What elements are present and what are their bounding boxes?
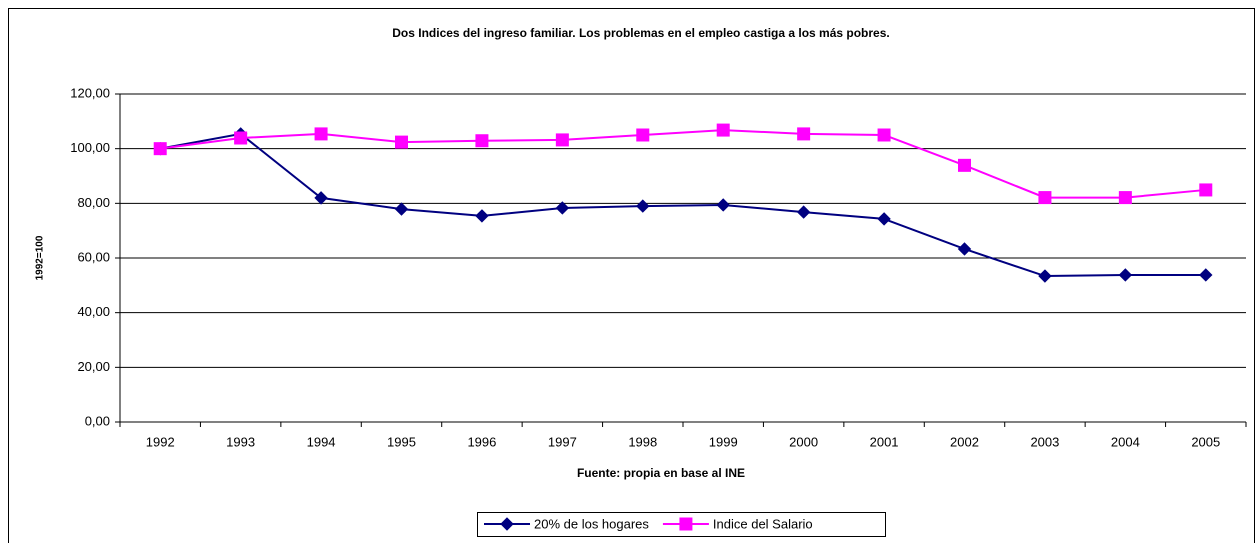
data-point	[1118, 191, 1132, 205]
x-tick-label: 1994	[307, 434, 336, 449]
data-point	[314, 127, 328, 141]
data-point	[1118, 268, 1133, 282]
x-tick-label: 1996	[467, 434, 496, 449]
x-tick-label: 1998	[628, 434, 657, 449]
x-tick-label: 1993	[226, 434, 255, 449]
data-point	[475, 134, 489, 148]
data-point	[877, 212, 891, 226]
data-point	[1038, 269, 1052, 283]
x-tick-label: 2000	[789, 434, 818, 449]
x-tick-label: 2003	[1030, 434, 1059, 449]
data-point	[394, 202, 409, 216]
x-tick-label: 2005	[1191, 434, 1220, 449]
data-point	[716, 198, 730, 212]
data-point	[314, 191, 328, 205]
y-tick-label: 120,00	[70, 85, 110, 100]
data-point	[234, 131, 248, 145]
data-point	[1038, 191, 1052, 205]
legend-label: Indice del Salario	[713, 516, 813, 531]
y-tick-label: 20,00	[77, 359, 110, 374]
series-line	[160, 129, 1206, 199]
y-axis-title: 1992=100	[35, 235, 46, 280]
x-axis-title: Fuente: propia en base al INE	[577, 466, 745, 480]
data-point	[958, 158, 971, 172]
y-tick-label: 0,00	[85, 413, 110, 428]
data-point	[475, 209, 489, 223]
data-point	[797, 127, 811, 141]
data-point	[877, 128, 891, 142]
x-tick-label: 1995	[387, 434, 416, 449]
data-point	[555, 201, 570, 215]
data-point	[716, 123, 730, 137]
x-tick-label: 1997	[548, 434, 577, 449]
data-point	[153, 142, 167, 156]
data-point	[957, 242, 972, 256]
data-point	[636, 199, 650, 213]
y-tick-label: 80,00	[77, 195, 110, 210]
y-tick-label: 40,00	[77, 304, 110, 319]
x-tick-label: 1992	[146, 434, 175, 449]
x-tick-label: 2004	[1111, 434, 1140, 449]
x-tick-label: 2002	[950, 434, 979, 449]
y-tick-label: 60,00	[77, 249, 110, 264]
series-line	[160, 132, 1206, 278]
data-point	[555, 133, 569, 147]
data-point	[1199, 183, 1213, 197]
x-tick-label: 2001	[870, 434, 899, 449]
chart-title: Dos Indices del ingreso familiar. Los pr…	[392, 26, 890, 40]
data-point	[395, 135, 408, 149]
data-point	[636, 128, 650, 142]
x-tick-label: 1999	[709, 434, 738, 449]
y-tick-label: 100,00	[70, 140, 110, 155]
legend-marker	[679, 517, 693, 531]
data-point	[1199, 268, 1213, 282]
legend-label: 20% de los hogares	[534, 516, 649, 531]
data-point	[796, 205, 811, 219]
legend-marker	[500, 517, 514, 531]
